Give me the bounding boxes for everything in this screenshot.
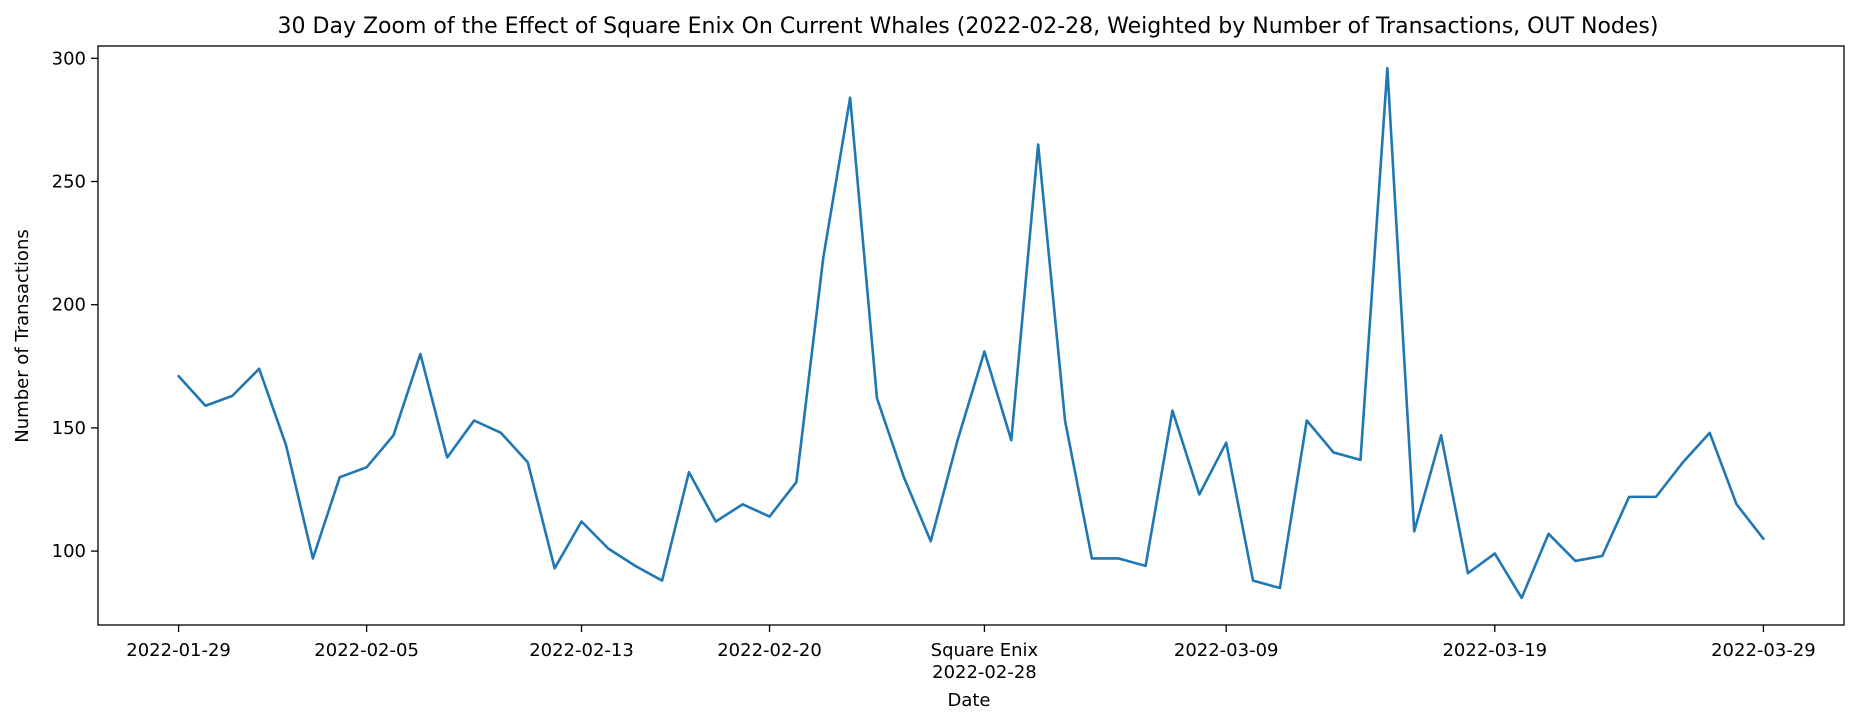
x-tick-label: 2022-03-29 bbox=[1711, 640, 1816, 661]
y-tick-label: 100 bbox=[52, 541, 86, 562]
series-line bbox=[177, 66, 1765, 600]
event-marker-label: Square Enix bbox=[931, 640, 1039, 661]
y-axis: 100 150 200 250 300 bbox=[52, 48, 98, 562]
y-tick-label: 150 bbox=[52, 418, 86, 439]
y-tick-label: 200 bbox=[52, 295, 86, 316]
x-tick-label: 2022-01-29 bbox=[126, 640, 231, 661]
x-tick-label: 2022-02-05 bbox=[314, 640, 419, 661]
x-axis: 2022-01-29 2022-02-05 2022-02-13 2022-02-20… bbox=[126, 625, 1816, 683]
y-tick-label: 250 bbox=[52, 172, 86, 193]
plot-frame bbox=[97, 45, 1845, 626]
y-tick-label: 300 bbox=[52, 48, 86, 69]
plot-area bbox=[177, 66, 1765, 600]
x-tick-label: 2022-02-28 bbox=[932, 662, 1037, 683]
y-axis-label: Number of Transactions bbox=[12, 229, 33, 442]
x-tick-label: 2022-03-09 bbox=[1174, 640, 1279, 661]
x-tick-label: 2022-02-13 bbox=[529, 640, 634, 661]
x-axis-label: Date bbox=[947, 690, 990, 711]
chart-title: 30 Day Zoom of the Effect of Square Enix… bbox=[278, 14, 1659, 39]
x-tick-label: 2022-02-20 bbox=[717, 640, 822, 661]
x-tick-label: 2022-03-19 bbox=[1442, 640, 1547, 661]
